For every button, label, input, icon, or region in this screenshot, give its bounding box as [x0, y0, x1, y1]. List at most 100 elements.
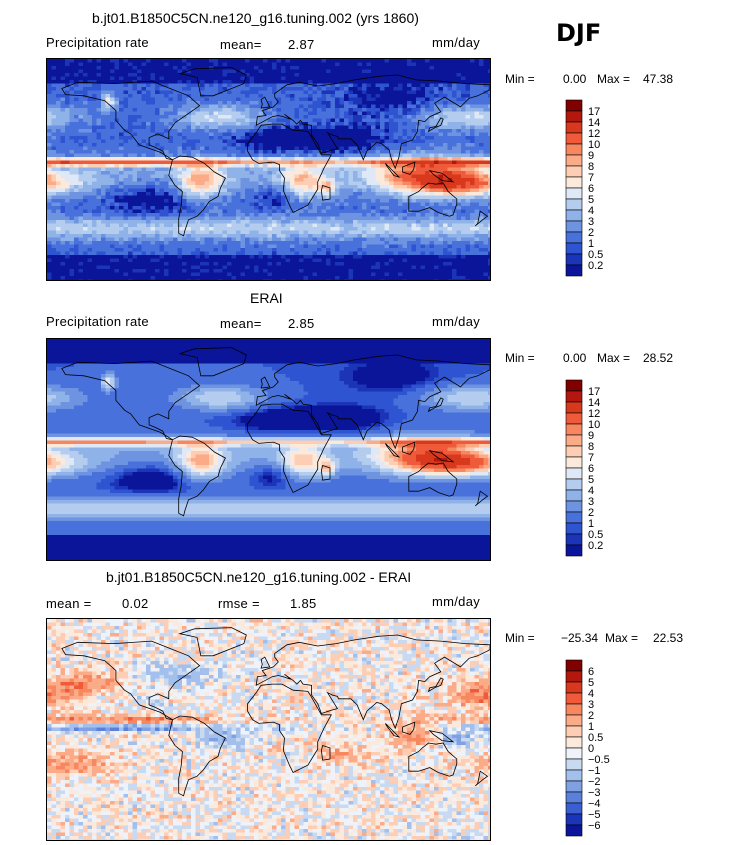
map-cell [249, 174, 255, 179]
map-cell [96, 90, 102, 95]
map-cell [128, 101, 133, 105]
panel-title: b.jt01.B1850C5CN.ne120_g16.tuning.002 (y… [92, 10, 419, 26]
map-cell [416, 199, 421, 203]
map-cell [168, 227, 174, 231]
map-cell [375, 59, 381, 63]
map-cell [69, 202, 75, 207]
map-cell [245, 164, 250, 168]
map-cell [443, 160, 448, 165]
map-cell [312, 181, 318, 186]
map-cell [119, 101, 124, 105]
map-cell [47, 136, 52, 140]
map-cell [218, 213, 223, 217]
map-cell [362, 97, 367, 102]
map-cell [195, 132, 201, 137]
map-cell [47, 234, 52, 238]
map-cell [141, 160, 147, 165]
map-cell [182, 202, 187, 207]
map-cell [371, 199, 376, 203]
map-cell [209, 192, 214, 196]
map-cell [209, 216, 214, 221]
map-cell [357, 136, 363, 140]
map-cell [128, 136, 133, 140]
map-cell [78, 66, 84, 70]
map-cell [105, 136, 111, 140]
map-cell [434, 181, 439, 186]
map-cell [182, 143, 187, 147]
map-cell [78, 195, 84, 200]
map-cell [56, 146, 61, 151]
map-cell [429, 160, 435, 165]
map-cell [303, 115, 309, 119]
map-cell [443, 174, 448, 179]
map-cell [299, 181, 304, 186]
map-cell [371, 188, 376, 193]
map-cell [308, 202, 313, 207]
map-cell [290, 143, 295, 147]
map-cell [92, 66, 97, 70]
map-cell [146, 178, 151, 182]
map-cell [353, 230, 358, 235]
map-cell [83, 80, 88, 84]
map-cell [299, 192, 304, 196]
map-cell [339, 118, 345, 123]
map-cell [186, 69, 192, 74]
map-cell [425, 76, 430, 81]
map-cell [150, 115, 156, 119]
map-cell [240, 153, 246, 158]
map-cell [330, 209, 336, 214]
map-cell [308, 125, 313, 130]
map-cell [254, 143, 259, 147]
map-cell [110, 90, 115, 95]
map-cell [65, 76, 70, 81]
map-cell [267, 150, 273, 154]
map-cell [429, 97, 435, 102]
map-cell [168, 76, 174, 81]
map-cell [348, 136, 354, 140]
map-cell [267, 69, 273, 74]
map-cell [254, 118, 259, 123]
map-cell [326, 83, 331, 88]
map-cell [87, 66, 93, 70]
map-cell [258, 206, 264, 210]
map-cell [173, 202, 178, 207]
map-cell [263, 181, 268, 186]
map-cell [146, 188, 151, 193]
map-cell [245, 181, 250, 186]
map-cell [123, 143, 129, 147]
map-cell [92, 59, 97, 63]
map-cell [429, 87, 435, 91]
map-cell [420, 111, 426, 116]
map-cell [299, 188, 304, 193]
map-cell [285, 94, 291, 98]
map-cell [245, 115, 250, 119]
map-cell [96, 153, 102, 158]
map-cell [443, 108, 448, 112]
map-cell [69, 115, 75, 119]
map-cell [326, 90, 331, 95]
map-cell [389, 213, 394, 217]
map-cell [393, 111, 399, 116]
map-cell [87, 129, 93, 133]
map-cell [204, 171, 210, 175]
map-cell [258, 220, 264, 224]
map-cell [380, 111, 385, 116]
map-cell [209, 132, 214, 137]
map-cell [204, 174, 210, 179]
map-cell [470, 146, 475, 151]
map-cell [56, 97, 61, 102]
map-cell [362, 129, 367, 133]
map-cell [195, 230, 201, 235]
map-cell [380, 202, 385, 207]
map-cell [362, 80, 367, 84]
map-cell [308, 73, 313, 77]
map-cell [483, 209, 489, 214]
map-cell [222, 153, 228, 158]
map-cell [146, 167, 151, 172]
map-cell [321, 97, 327, 102]
map-cell [132, 104, 138, 109]
map-cell [132, 94, 138, 98]
map-cell [303, 185, 309, 189]
map-cell [425, 209, 430, 214]
map-cell [119, 188, 124, 193]
